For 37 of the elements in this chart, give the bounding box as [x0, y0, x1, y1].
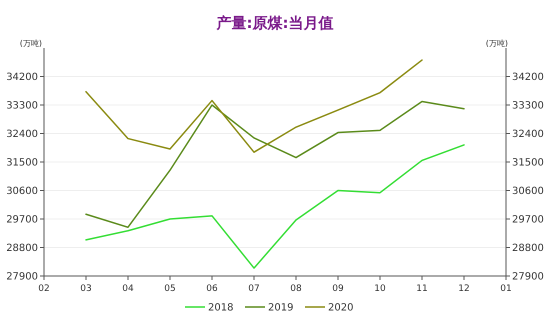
y-tick-label: 29700: [6, 214, 38, 226]
y2-tick-label: 31500: [512, 158, 544, 168]
y2-tick-label: 28800: [512, 243, 544, 254]
y2-tick-label: 33300: [512, 100, 544, 112]
x-tick-label: 02: [38, 284, 50, 294]
legend-label: 2019: [268, 302, 294, 314]
x-tick-label: 07: [248, 284, 260, 294]
y2-tick-label: 34200: [512, 72, 544, 83]
x-tick-label: 04: [122, 284, 134, 294]
x-tick-label: 12: [458, 284, 470, 294]
x-tick-label: 08: [290, 284, 302, 294]
y-tick-label: 30600: [6, 186, 38, 197]
line-series: [85, 100, 465, 228]
y-tick-label: 28800: [6, 243, 38, 254]
y2-axis-title: (万吨): [486, 39, 508, 48]
y-tick-label: 31500: [6, 158, 38, 168]
y-tick-label: 32400: [6, 129, 38, 140]
y2-tick-label: 32400: [512, 129, 544, 140]
y2-tick-label: 30600: [512, 186, 544, 197]
y2-tick-label: 27900: [512, 272, 544, 282]
x-tick-label: 01: [500, 284, 512, 294]
line-series: [85, 144, 465, 269]
x-tick-label: 10: [374, 284, 386, 294]
y-tick-label: 27900: [6, 272, 38, 282]
x-tick-label: 06: [206, 284, 218, 294]
y-axis-title: (万吨): [20, 39, 42, 48]
y-tick-label: 34200: [6, 72, 38, 83]
legend-label: 2018: [208, 302, 234, 314]
y2-tick-label: 29700: [512, 214, 544, 226]
x-tick-label: 03: [80, 284, 92, 294]
x-tick-label: 11: [416, 284, 428, 294]
chart-title: 产量:原煤:当月值: [216, 14, 334, 32]
x-tick-label: 05: [164, 284, 176, 294]
line-series: [85, 59, 423, 153]
y-tick-label: 33300: [6, 100, 38, 112]
legend-label: 2020: [328, 302, 354, 314]
x-tick-label: 09: [332, 284, 344, 294]
